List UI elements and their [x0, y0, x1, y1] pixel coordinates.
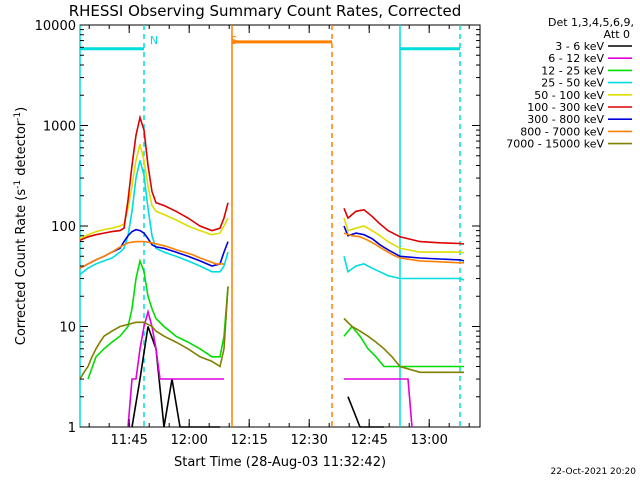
series-line-2	[344, 378, 413, 428]
legend-entry-label: 25 - 50 keV	[541, 77, 604, 90]
x-axis-ticks: 11:45 12:00 12:15 12:30 12:45 13:00	[88, 25, 470, 448]
legend-entry-label: 100 - 300 keV	[527, 101, 604, 114]
series-line-7	[343, 225, 465, 262]
legend-entry-label: 3 - 6 keV	[555, 40, 604, 53]
y-axis-label-mid: detector	[14, 120, 29, 180]
y-axis-label-sup1: -1	[13, 180, 23, 189]
series-line-6	[79, 114, 229, 242]
series-line-2	[127, 308, 224, 428]
y-axis-label-end: )	[14, 107, 29, 112]
x-tick-label: 12:15	[230, 433, 267, 448]
state-label: N	[150, 34, 158, 47]
legend-entry-label: 12 - 25 keV	[541, 64, 604, 77]
series-line-6	[343, 207, 465, 245]
attenuator-markers	[79, 25, 461, 427]
series-line-9	[343, 317, 464, 374]
legend-entry-label: 6 - 12 keV	[548, 52, 604, 65]
legend-header-line2: Att 0	[604, 28, 630, 41]
x-tick-label: 12:30	[290, 433, 327, 448]
series-line-1	[131, 326, 220, 428]
y-tick-label: 1	[68, 421, 76, 436]
legend-entry-label: 300 - 800 keV	[527, 113, 604, 126]
series-lines	[79, 114, 465, 428]
series-line-5	[343, 217, 465, 254]
series-line-4	[79, 160, 229, 276]
footer-date: 22-Oct-2021 20:20	[551, 467, 637, 477]
series-line-4	[343, 256, 465, 281]
legend-entry-label: 7000 - 15000 keV	[506, 138, 604, 151]
legend-header-line1: Det 1,3,4,5,6,9,	[548, 16, 634, 29]
state-bars	[80, 40, 460, 51]
x-tick-label: 11:45	[110, 433, 147, 448]
state-label: S	[231, 34, 238, 47]
x-tick-label: 12:00	[170, 433, 207, 448]
chart-title: RHESSI Observing Summary Count Rates, Co…	[69, 2, 462, 20]
x-tick-label: 12:45	[350, 433, 387, 448]
series-line-9	[79, 286, 229, 380]
legend-entry-label: 50 - 100 keV	[534, 89, 604, 102]
series-line-1	[347, 396, 384, 428]
series-line-5	[79, 144, 229, 240]
y-tick-label: 100	[51, 220, 76, 235]
y-tick-label: 10	[59, 321, 76, 336]
series-line-3	[87, 258, 229, 380]
y-axis-ticks: 1 10 100 1000 10000	[35, 19, 480, 436]
y-axis-label-sup2: -1	[13, 112, 23, 121]
legend-entry-label: 800 - 7000 keV	[520, 125, 604, 138]
y-axis-label: Corrected Count Rate (s-1 detector-1)	[13, 107, 29, 345]
x-tick-label: 13:00	[410, 433, 447, 448]
y-axis-label-main: Corrected Count Rate (s	[14, 189, 29, 346]
y-tick-label: 10000	[35, 19, 76, 34]
x-axis-label: Start Time (28-Aug-03 11:32:42)	[174, 455, 386, 470]
series-line-3	[343, 325, 464, 368]
series-line-8	[79, 240, 224, 269]
series-line-8	[343, 232, 464, 264]
y-tick-label: 1000	[43, 120, 76, 135]
